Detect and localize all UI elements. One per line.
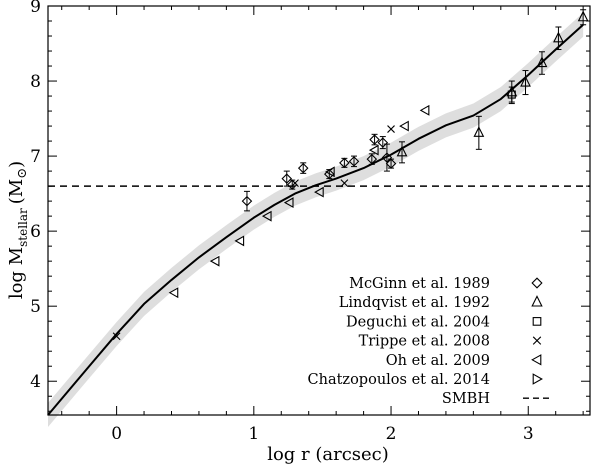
- data-point-s1-p5: [553, 31, 564, 43]
- legend-marker-2: [532, 317, 542, 326]
- data-point-s1-p6: [577, 10, 589, 22]
- data-point-s3-p3: [387, 125, 395, 133]
- x-axis-title: log r (arcsec): [267, 444, 389, 465]
- data-point-s1-p4: [536, 56, 548, 68]
- legend-marker-4: [531, 354, 542, 366]
- model-band-area: [48, 12, 584, 428]
- errorbar-s1-p5: [555, 26, 562, 51]
- data-point-s2-p0: [507, 90, 516, 99]
- data-point-s4-p1: [209, 255, 220, 267]
- x-tick-label-2: 2: [386, 424, 397, 444]
- data-point-s1-p3: [520, 75, 531, 87]
- errorbar-s1-p0: [399, 141, 406, 164]
- errorbar-s0-p10: [383, 143, 390, 172]
- data-point-s0-p8: [369, 134, 380, 145]
- data-point-s3-p2: [340, 179, 349, 187]
- errorbar-s0-p0: [243, 190, 250, 212]
- data-points: [112, 9, 589, 341]
- data-point-s4-p8: [399, 120, 409, 132]
- data-point-s4-p3: [261, 210, 272, 222]
- data-point-s0-p9: [377, 137, 389, 148]
- data-point-s4-p5: [314, 186, 324, 198]
- data-point-s4-p9: [419, 104, 430, 116]
- legend-label-0: McGinn et al. 1989: [349, 276, 490, 292]
- y-axis-title-main: log M: [6, 247, 27, 299]
- y-axis-title-sub: stellar: [16, 208, 30, 247]
- data-point-s4-p6: [325, 166, 335, 178]
- legend-marker-0: [531, 277, 543, 289]
- model-uncertainty-band: [48, 12, 584, 428]
- y-tick-label-0: 4: [30, 372, 41, 392]
- y-tick-label-2: 6: [30, 222, 41, 242]
- errorbar-s0-p8: [371, 133, 378, 146]
- y-tick-label-5: 9: [30, 0, 41, 17]
- errorbar-s1-p1: [475, 115, 482, 150]
- data-point-s3-p1-stroke-b: [291, 179, 299, 187]
- data-point-s0-p7: [366, 153, 378, 165]
- y-tick-label-1: 5: [30, 297, 41, 317]
- data-point-s3-p0-stroke-b: [112, 332, 121, 341]
- data-point-s4-p4: [283, 197, 294, 209]
- axes: 0 1 2 3 4 5 6 7 8 9: [30, 0, 591, 444]
- x-tick-label-3: 3: [523, 424, 534, 444]
- legend-marker-3-stroke-b: [532, 336, 542, 345]
- legend: McGinn et al. 1989 Lindqvist et al. 1992 D…: [308, 276, 551, 407]
- x-tick-label-0: 0: [111, 424, 122, 444]
- data-point-s0-p10: [381, 152, 393, 163]
- legend-marker-3: [532, 336, 542, 345]
- y-axis-title-close: ): [6, 161, 27, 168]
- model-curve-line: [47, 24, 584, 416]
- data-point-s4-p2: [234, 235, 245, 247]
- data-point-s0-p11: [385, 158, 397, 169]
- y-axis-title-unit: (M: [6, 179, 27, 204]
- legend-label-5: Chatzopoulos et al. 2014: [308, 372, 490, 388]
- x-tick-label-1: 1: [248, 424, 259, 444]
- errorbar-s1-p3: [522, 70, 529, 96]
- legend-label-3: Trippe et al. 2008: [359, 334, 490, 350]
- data-point-s1-p1: [473, 126, 485, 137]
- errorbar-s0-p3: [300, 162, 307, 174]
- y-tick-label-3: 7: [30, 147, 41, 167]
- data-point-s0-p6: [348, 156, 360, 167]
- data-point-s3-p1: [291, 179, 299, 187]
- data-point-s0-p5: [339, 157, 350, 169]
- legend-marker-1: [531, 295, 543, 307]
- legend-label-6: SMBH: [442, 391, 490, 407]
- legend-label-4: Oh et al. 2009: [386, 353, 490, 369]
- y-tick-label-4: 8: [30, 72, 41, 92]
- data-point-s0-p1: [281, 173, 293, 184]
- y-axis-title-sun: ⊙: [15, 168, 30, 179]
- y-axis-title: log Mstellar (M⊙): [6, 161, 30, 299]
- data-point-s0-p4: [324, 168, 335, 180]
- data-point-s0-p0: [241, 195, 253, 207]
- errorbar-s1-p4: [538, 51, 545, 75]
- plot-frame: [47, 5, 591, 416]
- data-point-s1-p0: [396, 145, 408, 157]
- legend-label-2: Deguchi et al. 2004: [346, 314, 490, 330]
- model-curve: [47, 24, 584, 416]
- data-point-s4-p7: [368, 144, 379, 156]
- data-point-s0-p3: [297, 162, 309, 174]
- legend-marker-5: [532, 373, 543, 385]
- data-point-s3-p2-stroke-b: [340, 179, 349, 187]
- data-point-s4-p0: [168, 287, 179, 299]
- legend-label-1: Lindqvist et al. 1992: [339, 295, 490, 311]
- data-point-s3-p3-stroke-b: [387, 125, 395, 133]
- data-point-s3-p0: [112, 332, 121, 341]
- errorbar-s2-p0: [508, 86, 515, 103]
